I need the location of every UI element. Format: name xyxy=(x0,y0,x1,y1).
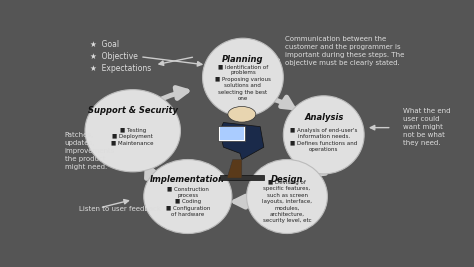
Text: ■ Devising of
specific features,
such as screen
layouts, interface,
modules,
arc: ■ Devising of specific features, such as… xyxy=(262,180,312,223)
FancyBboxPatch shape xyxy=(220,127,244,140)
Text: Implementation: Implementation xyxy=(150,175,225,183)
Polygon shape xyxy=(220,123,264,159)
Text: Patches,
updates,
improvements
the product
might need.: Patches, updates, improvements the produ… xyxy=(65,132,115,170)
Ellipse shape xyxy=(85,90,181,172)
Ellipse shape xyxy=(202,38,283,116)
Polygon shape xyxy=(227,159,242,178)
Text: ■ Analysis of end-user's
information needs.
■ Defines functions and
operations: ■ Analysis of end-user's information nee… xyxy=(290,128,357,152)
Text: Support & Security: Support & Security xyxy=(88,106,178,115)
Text: Design: Design xyxy=(271,175,303,183)
Text: Listen to user feedback: Listen to user feedback xyxy=(80,206,162,212)
Text: ★  Goal
★  Objective
★  Expectations: ★ Goal ★ Objective ★ Expectations xyxy=(91,40,152,73)
Text: ■ Construction
process
■ Coding
■ Configuration
of hardware: ■ Construction process ■ Coding ■ Config… xyxy=(165,186,210,217)
Text: Planning: Planning xyxy=(222,55,264,64)
Text: ■ Identification of
problems
■ Proposing various
solutions and
selecting the bes: ■ Identification of problems ■ Proposing… xyxy=(215,64,271,101)
FancyBboxPatch shape xyxy=(220,175,264,180)
Text: What the end
user could
want might
not be what
they need.: What the end user could want might not b… xyxy=(403,108,450,146)
Text: ■ Testing
■ Deployment
■ Maintenance: ■ Testing ■ Deployment ■ Maintenance xyxy=(111,128,154,146)
Circle shape xyxy=(228,107,256,122)
Ellipse shape xyxy=(283,96,364,174)
Ellipse shape xyxy=(144,159,232,234)
Text: Communication between the
customer and the programmer is
important during these : Communication between the customer and t… xyxy=(285,36,404,65)
Polygon shape xyxy=(218,125,246,141)
Text: Analysis: Analysis xyxy=(304,113,344,122)
Ellipse shape xyxy=(246,159,328,234)
